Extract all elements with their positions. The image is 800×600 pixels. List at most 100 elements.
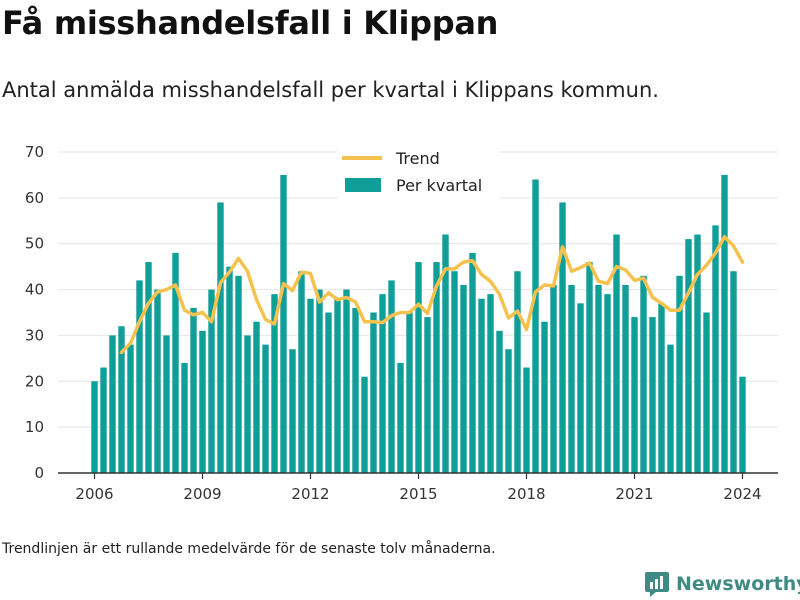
bar (694, 234, 701, 473)
bar (289, 349, 296, 473)
bar (145, 262, 152, 473)
legend-background (338, 142, 500, 204)
chart-subtitle: Antal anmälda misshandelsfall per kvarta… (2, 78, 659, 102)
legend: Trend Per kvartal (338, 142, 500, 204)
bar (127, 344, 134, 473)
y-tick-label: 30 (25, 326, 44, 344)
bar (343, 289, 350, 473)
bar (316, 289, 323, 473)
bar (253, 321, 260, 473)
bar (325, 312, 332, 473)
bar (190, 307, 197, 473)
bar (505, 349, 512, 473)
bar (487, 294, 494, 473)
bar-chart: 0 10 20 30 40 50 60 70 2006 2009 2012 2015 2018 2021… (25, 142, 778, 503)
y-tick-label: 70 (25, 143, 44, 161)
bar (280, 174, 287, 473)
bar (262, 344, 269, 473)
bar (604, 294, 611, 473)
bar (658, 303, 665, 473)
bar (433, 262, 440, 473)
trend-series (119, 235, 745, 355)
bar (307, 298, 314, 473)
bar (154, 289, 161, 473)
bar (118, 326, 125, 473)
y-tick-label: 20 (25, 372, 44, 390)
bar (649, 317, 656, 473)
bar (595, 284, 602, 473)
bar (676, 275, 683, 473)
bar (739, 376, 746, 473)
bar (613, 234, 620, 473)
x-tick-label: 2015 (399, 485, 437, 503)
bar (379, 294, 386, 473)
bar (451, 271, 458, 473)
trend-line (119, 235, 745, 355)
bar (136, 280, 143, 473)
x-tick-label: 2006 (75, 485, 113, 503)
x-axis: 2006 2009 2012 2015 2018 2021 2024 (58, 472, 778, 503)
bar (397, 362, 404, 473)
bar (523, 367, 530, 473)
bar (208, 289, 215, 473)
bar (361, 376, 368, 473)
bar (100, 367, 107, 473)
bar (550, 284, 557, 473)
bar (109, 335, 116, 473)
x-tick-label: 2021 (615, 485, 653, 503)
bar (640, 275, 647, 473)
bar (721, 174, 728, 473)
bar (577, 303, 584, 473)
bar (91, 381, 98, 473)
bar (235, 275, 242, 473)
bar (298, 271, 305, 473)
brand-name: Newsworthy (676, 573, 800, 595)
bar (622, 284, 629, 473)
bar (496, 330, 503, 473)
bar (442, 234, 449, 473)
bar (568, 284, 575, 473)
bar (406, 312, 413, 473)
bar (271, 294, 278, 473)
bar (334, 298, 341, 473)
y-tick-label: 50 (25, 235, 44, 253)
y-tick-label: 10 (25, 418, 44, 436)
bar (424, 317, 431, 473)
bar (703, 312, 710, 473)
bar (388, 280, 395, 473)
x-tick-label: 2024 (723, 485, 761, 503)
bar (667, 344, 674, 473)
bar (532, 179, 539, 473)
y-tick-label: 0 (34, 464, 44, 482)
x-tick-label: 2018 (507, 485, 545, 503)
bar (163, 335, 170, 473)
bar (217, 202, 224, 473)
bar (460, 284, 467, 473)
bar-series (91, 174, 746, 473)
bar (199, 330, 206, 473)
bar (514, 271, 521, 473)
y-tick-label: 40 (25, 281, 44, 299)
legend-bars-label: Per kvartal (396, 176, 482, 195)
brand-logo[interactable]: Newsworthy (644, 568, 800, 600)
bar (631, 317, 638, 473)
chart-title: Få misshandelsfall i Klippan (2, 4, 499, 42)
bar (352, 307, 359, 473)
legend-bars-swatch (345, 178, 381, 192)
bar (469, 252, 476, 473)
bar (370, 312, 377, 473)
bar (541, 321, 548, 473)
bar (712, 225, 719, 473)
legend-trend-label: Trend (395, 149, 440, 168)
bar (685, 239, 692, 473)
y-tick-label: 60 (25, 189, 44, 207)
bar (559, 202, 566, 473)
x-tick-label: 2012 (291, 485, 329, 503)
bar (730, 271, 737, 473)
bar (226, 266, 233, 473)
x-tick-label: 2009 (183, 485, 221, 503)
bar (415, 262, 422, 473)
bar (244, 335, 251, 473)
bar (586, 262, 593, 473)
bar (478, 298, 485, 473)
